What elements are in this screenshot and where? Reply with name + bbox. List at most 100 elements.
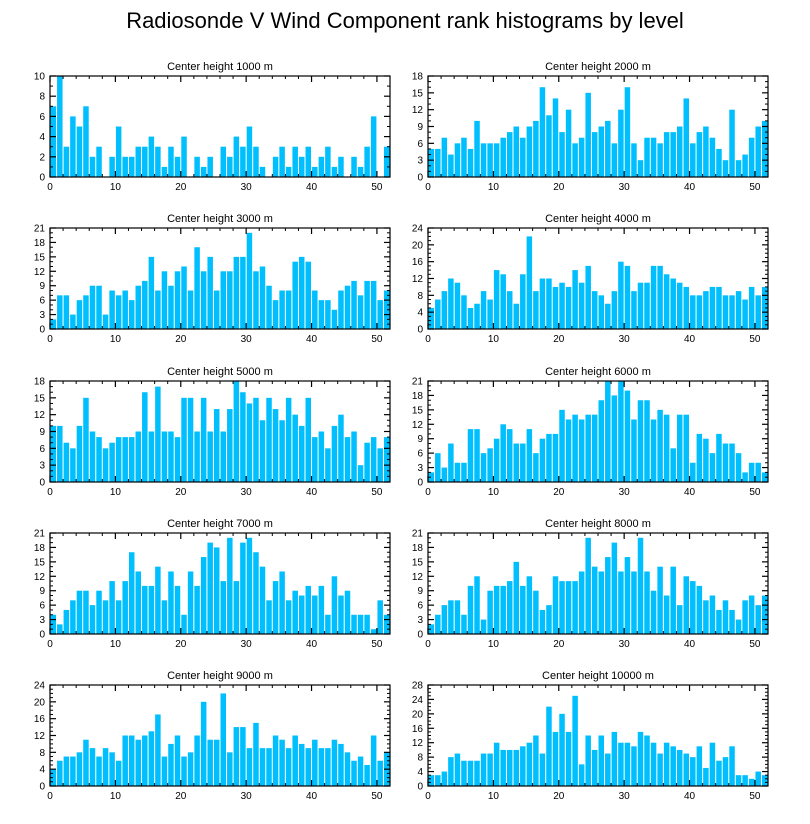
bar <box>259 748 266 787</box>
bar <box>76 300 83 329</box>
bar <box>676 282 683 329</box>
panel-title: Center height 4000 m <box>545 213 651 225</box>
bar <box>246 537 253 634</box>
bar <box>565 581 572 634</box>
bar <box>474 576 480 634</box>
bar <box>454 282 461 329</box>
bar <box>89 156 96 177</box>
y-tick-label: 3 <box>39 310 45 321</box>
bar <box>338 414 344 482</box>
bar <box>318 300 325 329</box>
x-tick-label: 30 <box>619 639 631 650</box>
bar <box>318 156 325 177</box>
x-tick-label: 10 <box>488 487 500 498</box>
bar <box>122 437 128 482</box>
bar <box>663 414 670 482</box>
bar <box>716 760 722 786</box>
bar <box>181 136 187 177</box>
bar <box>174 585 181 634</box>
bar <box>161 431 168 482</box>
bar <box>168 571 174 634</box>
bar <box>428 148 435 177</box>
bar <box>285 600 292 634</box>
bar <box>57 425 63 482</box>
bar <box>748 595 755 634</box>
bar <box>663 132 670 177</box>
bar <box>292 590 298 634</box>
bar <box>298 595 305 634</box>
bar <box>213 739 220 786</box>
bar <box>618 381 624 482</box>
bar <box>487 753 493 786</box>
bar <box>285 748 292 787</box>
bar <box>474 429 480 482</box>
x-tick-label: 10 <box>488 182 500 193</box>
bar <box>207 156 213 177</box>
bar <box>605 381 611 482</box>
bar <box>690 295 696 329</box>
y-tick-label: 0 <box>39 782 45 793</box>
bar <box>631 571 637 634</box>
bar <box>174 437 181 482</box>
bar <box>500 749 506 786</box>
x-tick-label: 30 <box>241 639 253 650</box>
bar <box>70 448 76 482</box>
bar <box>657 753 663 786</box>
bar <box>148 136 155 177</box>
bar <box>279 420 285 482</box>
bar <box>703 291 709 330</box>
bar <box>696 585 703 634</box>
bar <box>370 116 377 177</box>
bar <box>370 280 377 329</box>
bar <box>168 743 174 786</box>
bar <box>637 160 644 177</box>
bar <box>383 146 390 177</box>
bar <box>578 419 585 482</box>
bar <box>487 299 493 329</box>
bar <box>338 290 344 329</box>
bar <box>194 247 200 329</box>
bar <box>135 571 142 634</box>
bar <box>539 87 546 177</box>
histogram-panel-1: Center height 1000 m 0 10 20 30 40 50 0 2 4 6 8 10 <box>34 61 391 193</box>
y-tick-label: 12 <box>34 572 46 583</box>
bar <box>435 148 441 177</box>
bar <box>539 438 546 482</box>
bar <box>50 106 57 177</box>
bar <box>305 397 312 482</box>
panel-title: Center height 10000 m <box>542 670 654 682</box>
y-tick-label: 12 <box>34 731 46 742</box>
bar <box>377 300 383 329</box>
bar <box>513 443 520 482</box>
x-tick-label: 50 <box>749 639 761 650</box>
bar <box>539 753 546 786</box>
bar <box>246 403 253 482</box>
bar <box>611 291 618 330</box>
y-tick-label: 24 <box>412 695 424 706</box>
bar <box>76 126 83 177</box>
bar <box>428 307 435 329</box>
bar <box>344 437 351 482</box>
bar <box>200 166 207 177</box>
y-tick-label: 8 <box>39 92 45 103</box>
panel-title: Center height 1000 m <box>167 61 273 73</box>
bar <box>533 120 539 177</box>
bar <box>683 286 690 329</box>
bar <box>572 695 578 786</box>
bar <box>742 775 748 786</box>
bar <box>703 126 709 177</box>
y-tick-label: 3 <box>39 461 45 472</box>
x-tick-label: 50 <box>749 487 761 498</box>
bar <box>357 614 364 634</box>
bar <box>461 760 467 786</box>
bar <box>187 752 194 786</box>
bar <box>207 431 213 482</box>
bar <box>520 274 526 329</box>
y-tick-label: 4 <box>39 132 45 143</box>
bar <box>312 166 318 177</box>
y-tick-label: 15 <box>34 557 46 568</box>
bar <box>161 166 168 177</box>
bar <box>370 735 377 786</box>
bar <box>546 605 552 634</box>
bar <box>220 431 227 482</box>
